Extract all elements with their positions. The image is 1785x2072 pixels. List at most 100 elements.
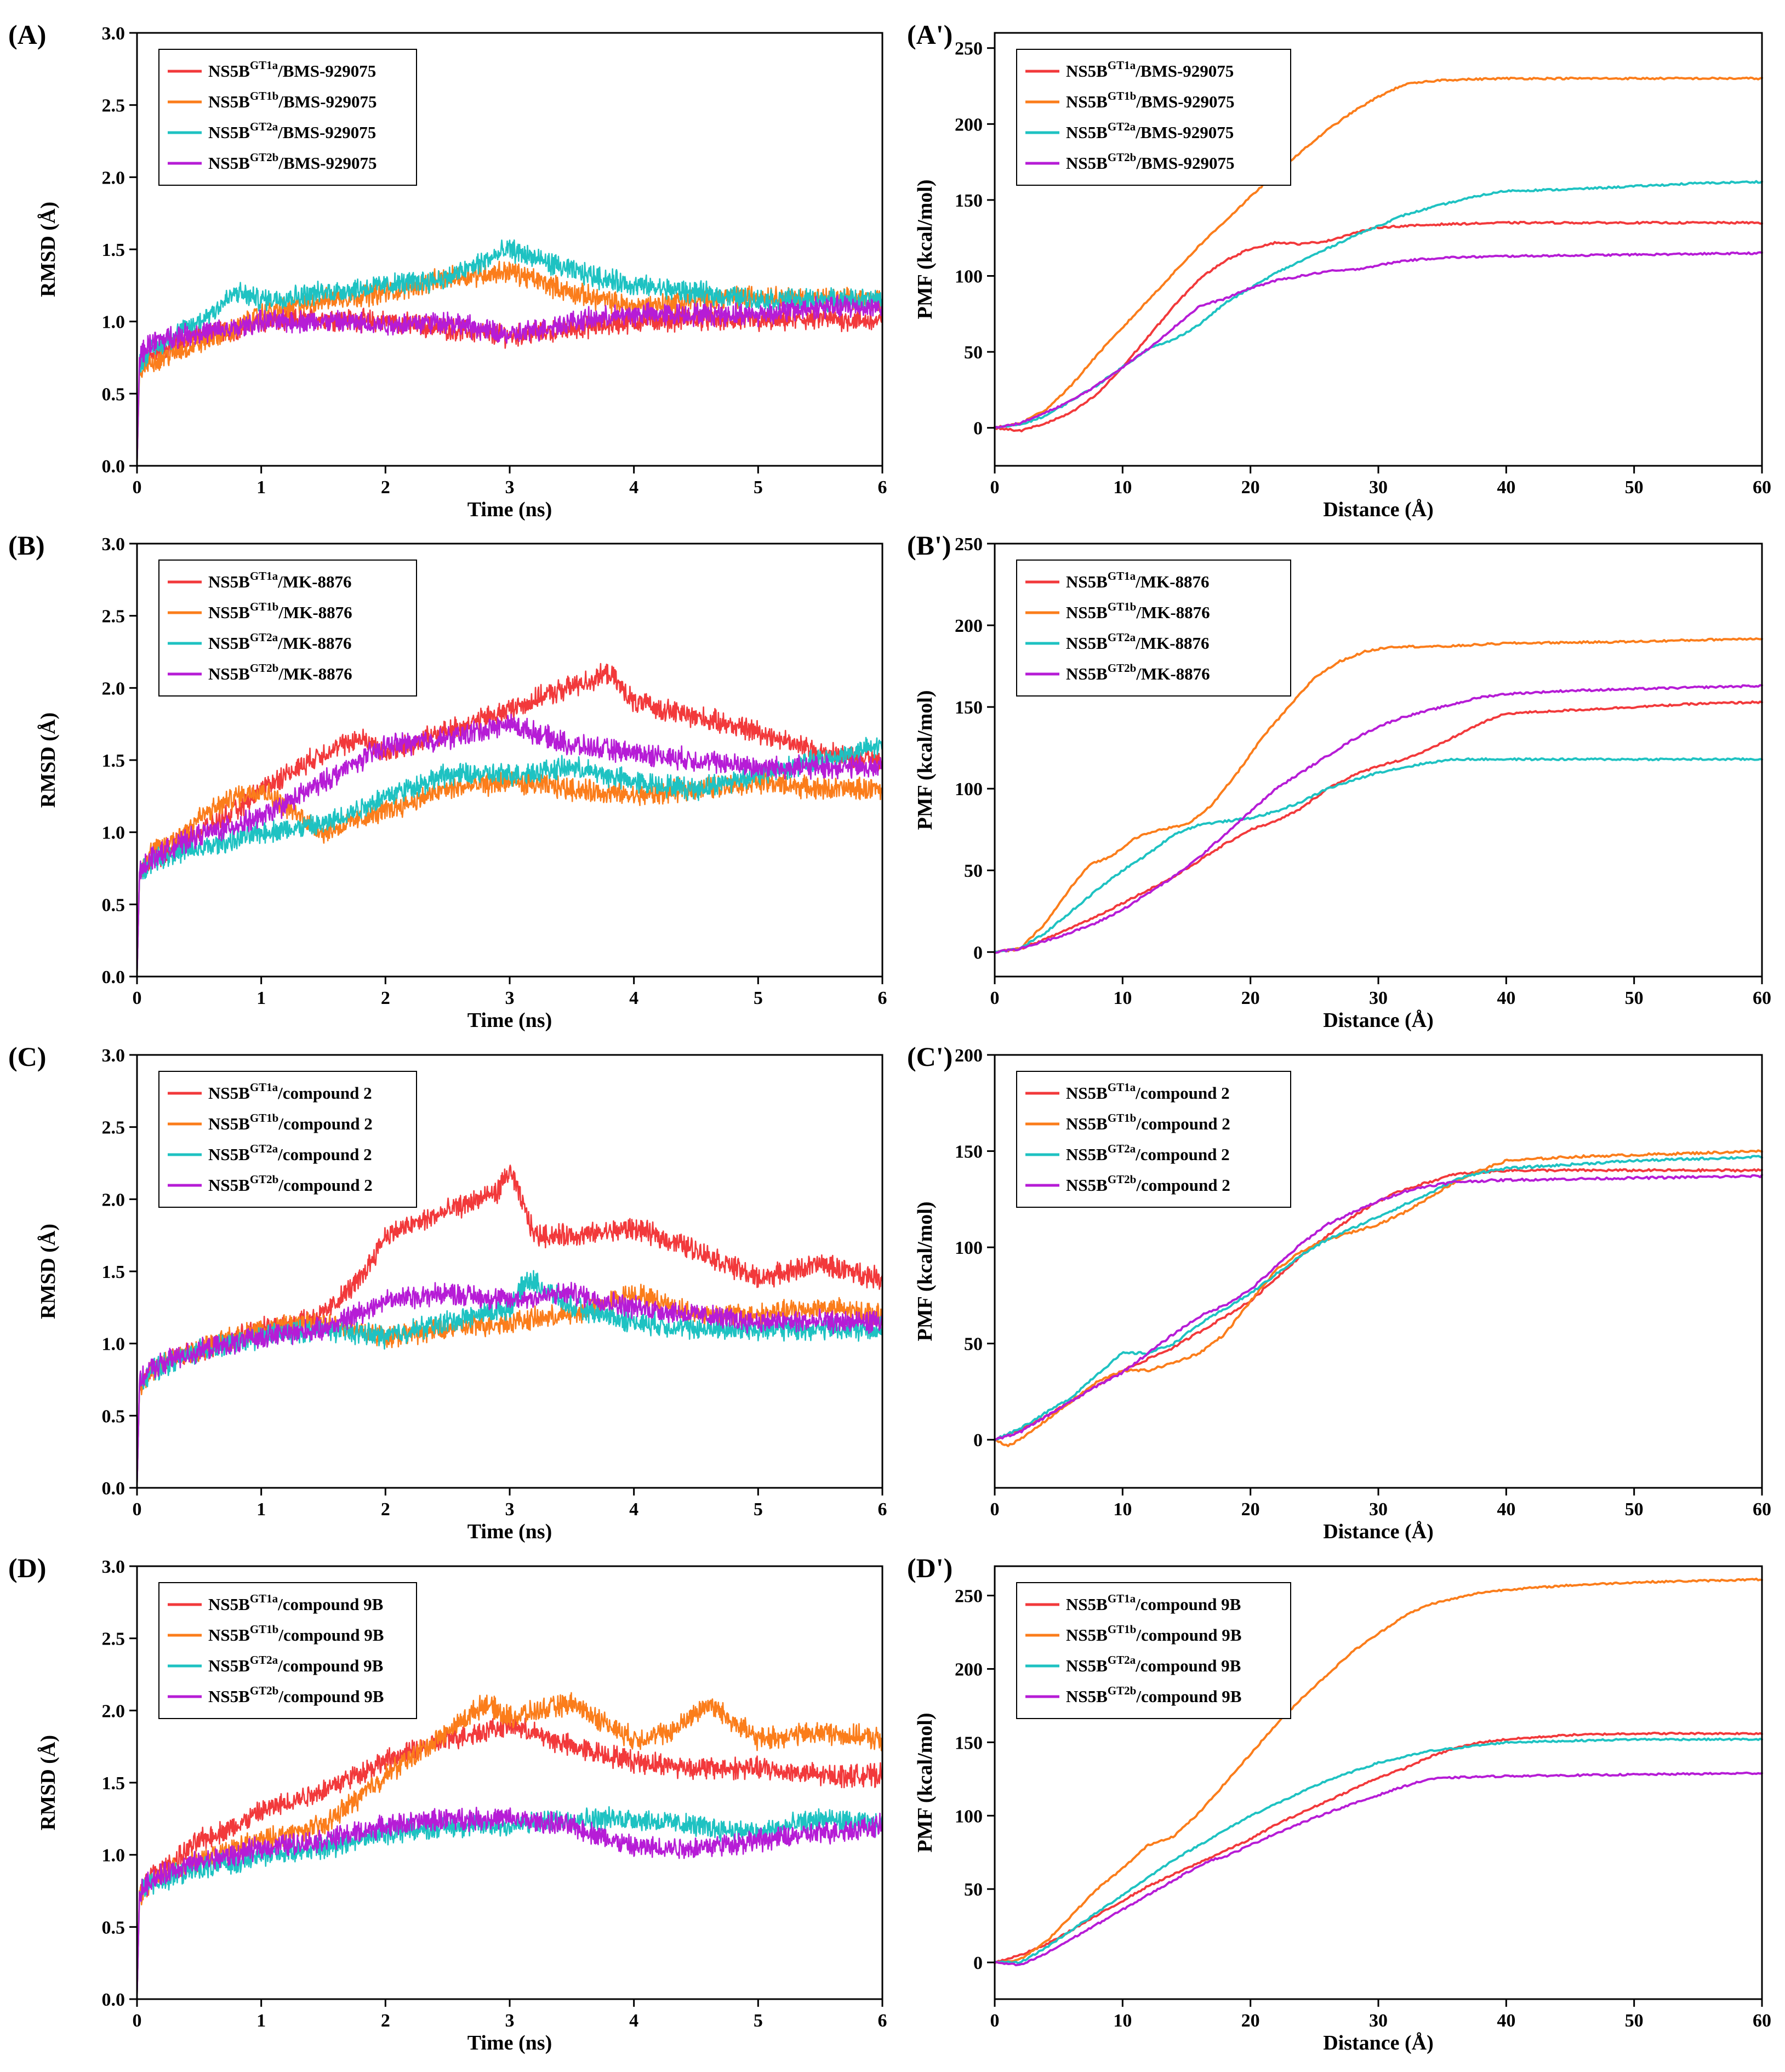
x-tick-label: 30: [1369, 1499, 1388, 1520]
x-tick-label: 0: [133, 1499, 142, 1520]
x-tick-label: 0: [990, 1499, 1000, 1520]
x-tick-label: 0: [990, 2011, 1000, 2031]
y-tick-label: 2.0: [102, 168, 126, 188]
x-tick-label: 0: [990, 477, 1000, 498]
x-tick-label: 60: [1753, 477, 1771, 498]
legend-entry-GT1a: NS5BGT1a/MK-8876: [208, 569, 351, 591]
y-axis-title: RMSD (Å): [37, 202, 60, 297]
legend-entry-GT1a: NS5BGT1a/compound 2: [208, 1081, 372, 1103]
legend-entry-GT1b: NS5BGT1b/compound 9B: [1066, 1623, 1241, 1645]
y-tick-label: 1.5: [102, 1262, 126, 1282]
legend-entry-GT1a: NS5BGT1a/BMS-929075: [1066, 59, 1234, 81]
y-tick-label: 0: [973, 419, 983, 439]
legend-entry-GT2b: NS5BGT2b/MK-8876: [208, 661, 352, 683]
y-tick-label: 150: [955, 1733, 983, 1753]
x-tick-label: 3: [505, 477, 515, 498]
series-line-GT1b: [994, 637, 1763, 954]
x-tick-label: 20: [1241, 2011, 1260, 2031]
legend: [158, 1071, 417, 1208]
series-line-GT1b: [136, 770, 883, 978]
x-tick-label: 0: [990, 988, 1000, 1008]
y-tick-label: 2.0: [102, 1190, 126, 1210]
series-line-GT2a: [136, 737, 883, 978]
x-tick-label: 40: [1497, 477, 1515, 498]
legend-entry-GT2b: NS5BGT2b/BMS-929075: [208, 151, 377, 173]
y-tick-label: 0: [973, 943, 983, 963]
panel-label: (B'): [907, 530, 951, 561]
x-tick-label: 10: [1113, 2011, 1132, 2031]
series-line-GT2b: [994, 684, 1763, 954]
legend: [1016, 1582, 1291, 1719]
legend-entry-GT1b: NS5BGT1b/compound 2: [208, 1111, 373, 1133]
legend-entry-GT1b: NS5BGT1b/MK-8876: [1066, 600, 1210, 622]
y-tick-label: 1.5: [102, 751, 126, 771]
x-tick-label: 1: [256, 988, 266, 1008]
y-tick-label: 0.5: [102, 1917, 126, 1938]
x-tick-label: 2: [381, 477, 390, 498]
x-tick-label: 40: [1497, 1499, 1515, 1520]
panel-6: (D) 0 1 2 3 4 5 6 0.0 0.5 1.0 1.5 2.0 2.5 3.0 Time (ns)…: [8, 1552, 887, 2054]
y-tick-label: 3.0: [102, 1557, 126, 1577]
x-axis-title: Time (ns): [467, 1009, 552, 1032]
y-axis-title: PMF (kcal/mol): [914, 179, 937, 319]
panel-label: (A): [8, 19, 46, 50]
y-tick-label: 0.0: [102, 456, 126, 477]
y-axis-title: RMSD (Å): [37, 1735, 60, 1830]
series-line-GT2a: [994, 1737, 1763, 1965]
legend-entry-GT2a: NS5BGT2a/MK-8876: [208, 631, 351, 653]
legend: [1016, 560, 1291, 697]
x-tick-label: 1: [256, 1499, 266, 1520]
y-tick-label: 100: [955, 1806, 983, 1826]
x-tick-label: 30: [1369, 2011, 1388, 2031]
x-tick-label: 0: [133, 2011, 142, 2031]
series-line-GT2a: [994, 757, 1763, 953]
panel-label: (C'): [907, 1041, 953, 1072]
x-axis-title: Distance (Å): [1323, 1520, 1434, 1543]
y-tick-label: 100: [955, 267, 983, 287]
x-tick-label: 2: [381, 2011, 390, 2031]
x-tick-label: 6: [878, 477, 887, 498]
legend: [158, 560, 417, 697]
x-tick-label: 5: [754, 1499, 763, 1520]
legend-entry-GT1a: NS5BGT1a/compound 2: [1066, 1081, 1230, 1103]
y-tick-label: 50: [964, 1880, 983, 1900]
panel-4: (C) 0 1 2 3 4 5 6 0.0 0.5 1.0 1.5 2.0 2.5 3.0 Time (ns)…: [8, 1041, 887, 1543]
legend-entry-GT2b: NS5BGT2b/compound 9B: [208, 1684, 384, 1706]
y-tick-label: 2.5: [102, 1118, 126, 1138]
legend-entry-GT2a: NS5BGT2a/BMS-929075: [1066, 120, 1234, 142]
legend-entry-GT2a: NS5BGT2a/compound 2: [208, 1142, 372, 1164]
series-line-GT1b: [994, 1577, 1763, 1964]
legend-entry-GT2a: NS5BGT2a/BMS-929075: [208, 120, 376, 142]
legend-entry-GT2b: NS5BGT2b/compound 9B: [1066, 1684, 1241, 1706]
series-line-GT2b: [994, 1771, 1763, 1967]
legend-entry-GT1b: NS5BGT1b/BMS-929075: [1066, 89, 1234, 111]
panel-label: (D'): [907, 1552, 953, 1583]
legend-entry-GT1a: NS5BGT1a/compound 9B: [1066, 1592, 1241, 1614]
x-tick-label: 60: [1753, 988, 1771, 1008]
legend: [1016, 49, 1291, 186]
panel-label: (A'): [907, 19, 953, 50]
series-line-GT2a: [136, 239, 883, 467]
y-tick-label: 2.5: [102, 607, 126, 627]
legend-entry-GT2a: NS5BGT2a/compound 2: [1066, 1142, 1230, 1164]
x-axis-title: Distance (Å): [1323, 498, 1434, 521]
y-tick-label: 2.5: [102, 96, 126, 116]
series-line-GT1a: [136, 663, 883, 978]
legend-entry-GT2a: NS5BGT2a/compound 9B: [1066, 1653, 1241, 1675]
series-line-GT1a: [136, 1711, 883, 2000]
x-tick-label: 50: [1625, 477, 1644, 498]
series-line-GT2b: [994, 251, 1763, 429]
legend-entry-GT1a: NS5BGT1a/BMS-929075: [208, 59, 376, 81]
series-line-GT2b: [994, 1174, 1763, 1441]
series-line-GT2b: [136, 714, 883, 978]
series-line-GT1a: [994, 700, 1763, 954]
y-tick-label: 200: [955, 616, 983, 636]
x-axis-title: Time (ns): [467, 1520, 552, 1543]
y-axis-title: PMF (kcal/mol): [914, 1713, 937, 1852]
y-tick-label: 0.0: [102, 1479, 126, 1499]
y-tick-label: 250: [955, 1586, 983, 1607]
y-tick-label: 0.5: [102, 1406, 126, 1426]
x-axis-title: Distance (Å): [1323, 2031, 1434, 2054]
x-tick-label: 5: [754, 2011, 763, 2031]
